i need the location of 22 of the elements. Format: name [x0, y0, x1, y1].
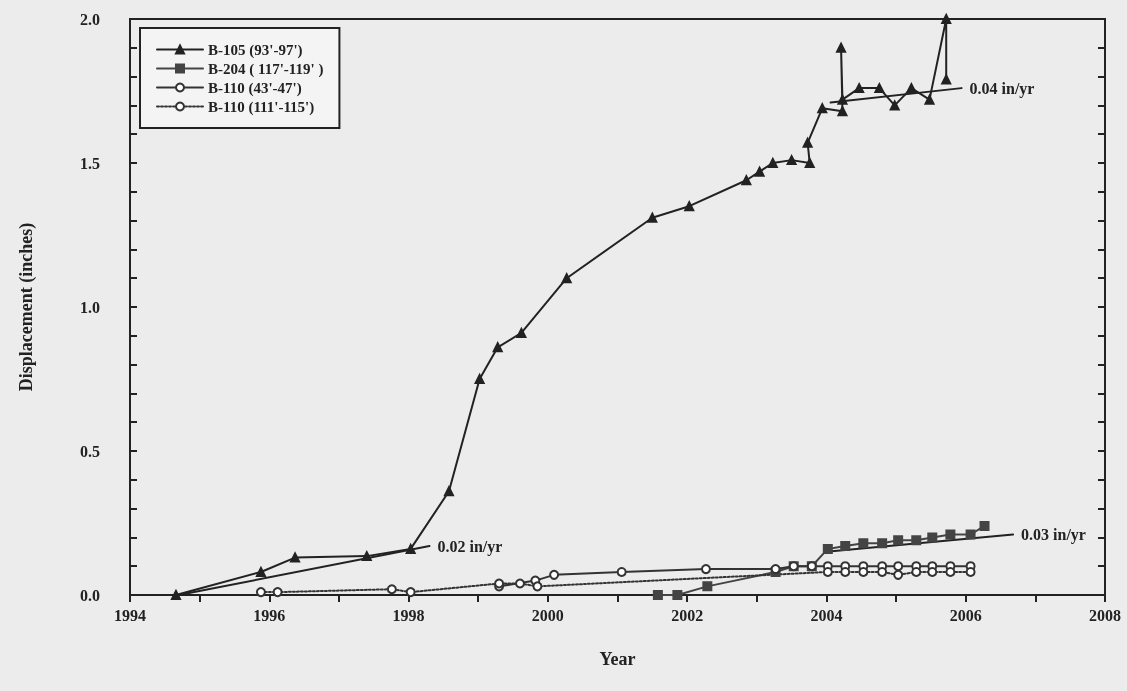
x-tick-label: 1996: [253, 606, 286, 624]
y-tick-label: 1.0: [80, 298, 100, 316]
x-tick-label: 2002: [671, 606, 704, 624]
y-axis-title: Displacement (inches): [16, 222, 37, 392]
y-tick-label: 2.0: [80, 10, 100, 28]
x-tick-label: 2008: [1089, 606, 1121, 624]
legend-label: B-204 ( 117'-119' ): [208, 60, 324, 78]
legend-label: B-110 (43'-47'): [208, 79, 302, 97]
y-tick-label: 0.5: [80, 442, 100, 460]
annotation: 0.03 in/yr: [1021, 526, 1086, 545]
x-tick-label: 2004: [810, 606, 843, 624]
annotation: 0.02 in/yr: [437, 537, 503, 556]
x-tick-label: 1998: [392, 606, 425, 624]
x-tick-label: 2000: [531, 606, 564, 624]
x-tick-label: 2006: [949, 606, 982, 624]
annotation: 0.04 in/yr: [969, 79, 1035, 98]
y-tick-label: 1.5: [80, 154, 100, 172]
x-tick-label: 1994: [114, 606, 146, 624]
x-axis-title: Year: [599, 649, 636, 669]
legend-label: B-110 (111'-115'): [208, 98, 315, 116]
y-tick-label: 0.0: [80, 586, 100, 604]
legend-label: B-105 (93'-97'): [208, 41, 303, 59]
